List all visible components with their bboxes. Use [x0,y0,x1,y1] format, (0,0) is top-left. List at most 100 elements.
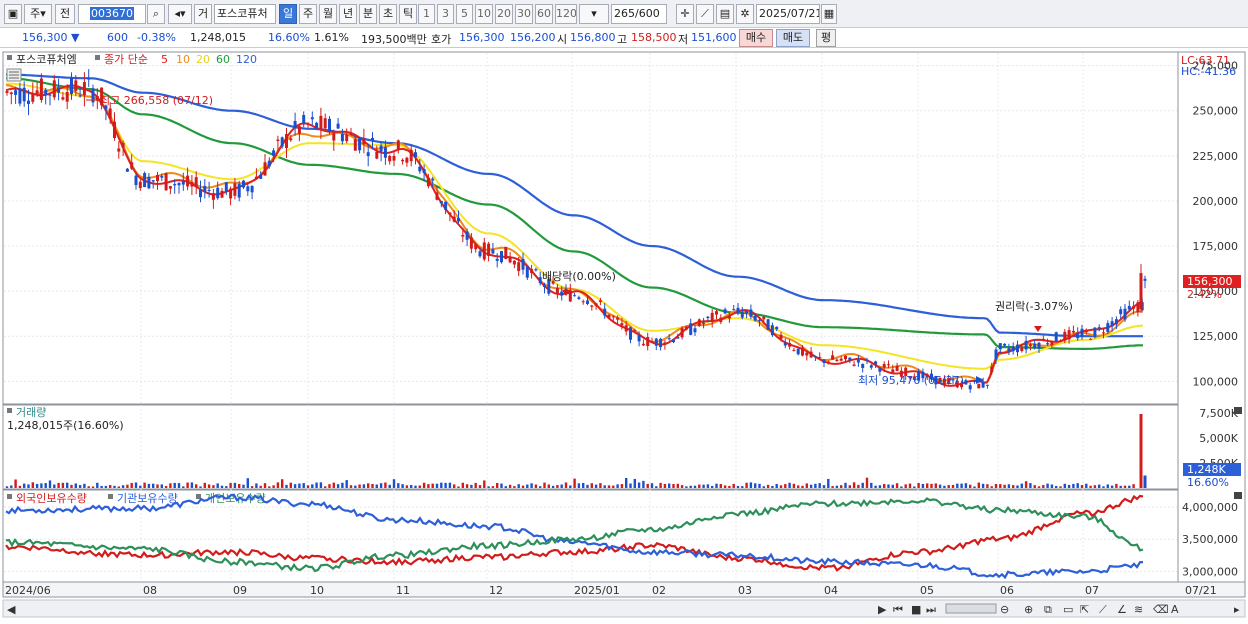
candle-body [1089,338,1093,340]
holding-panel-frame [2,489,1179,583]
window-menu-icon[interactable]: ▣ [4,4,22,24]
volume-bar [749,482,753,488]
volume-bar [599,483,602,488]
zoom-slider[interactable] [945,603,997,614]
fast-forward-icon[interactable]: ⏭ [926,603,936,616]
volume-bar [784,484,787,488]
candle-body [435,192,439,200]
scroll-right-icon[interactable]: ▶ [878,603,887,616]
buy-button[interactable]: 매수 [739,29,773,47]
count-dropdown[interactable]: ▾ [579,4,609,24]
volume-bar [474,482,477,488]
candle-body [31,93,35,102]
stock-chart[interactable]: 포스코퓨처엠 종가 단순 5 10 20 60 120 최고 266,558 (… [0,50,1248,621]
volume-bar [1055,485,1058,488]
candle-body [52,80,56,98]
bid-price: 156,200 [510,31,556,44]
count-60[interactable]: 60 [535,4,553,24]
volume-bar [147,483,151,488]
sell-button[interactable]: 매도 [776,29,810,47]
volume-bar [1063,483,1066,488]
display-count-field[interactable]: 265/600 [611,4,667,24]
chart-area[interactable]: 포스코퓨처엠 종가 단순 5 10 20 60 120 최고 266,558 (… [0,50,1248,621]
period-minute[interactable]: 분 [359,4,377,24]
volume-panel-frame [2,404,1179,490]
candle-body [899,370,903,377]
volume-bar [943,485,946,488]
panel-icon[interactable]: ▭ [1063,603,1073,616]
event-dividend-marker [562,290,570,296]
count-120[interactable]: 120 [555,4,577,24]
candle-body [512,260,516,265]
volume-bar [324,486,327,488]
count-1[interactable]: 1 [418,4,435,24]
count-30[interactable]: 30 [515,4,533,24]
current-price-badge-text: 156,300 [1187,275,1233,288]
draw-tool-icon[interactable]: ⟋ [696,4,714,24]
stock-code-input[interactable]: 003670 [78,4,146,24]
ruler-icon[interactable]: ∠ [1117,603,1127,616]
crosshair-icon[interactable]: ✛ [676,4,694,24]
trend-icon[interactable]: ⟋ [1099,603,1107,616]
calendar-icon[interactable]: ▦ [821,4,837,24]
count-5[interactable]: 5 [456,4,473,24]
volume-bar [315,482,318,488]
volume-bar [272,485,275,488]
volume-bar [328,484,331,488]
period-tick[interactable]: 틱 [399,4,417,24]
volume-bar [18,485,22,488]
erase-icon[interactable]: ⌫ [1153,603,1169,616]
trade-amount: 193,500백만 [361,33,427,46]
candle-body [9,92,13,95]
stop-icon[interactable]: ■ [911,603,921,616]
candle-body [723,309,727,314]
candle-body [912,376,916,380]
market-select[interactable]: 주▾ [24,4,52,24]
scroll-bar[interactable] [2,599,1246,618]
prev-button[interactable]: 전 [55,4,75,24]
period-week[interactable]: 주 [299,4,317,24]
volume-bar [70,484,73,488]
stock-name-field[interactable]: 포스코퓨처 [214,4,276,24]
volume-bar [792,483,796,488]
candle-body [353,139,357,151]
eval-button[interactable]: 평 [816,29,836,47]
volume-panel-close-icon[interactable] [1234,407,1242,414]
volume-bar [801,485,804,488]
search-icon[interactable]: ⌕ [147,4,165,24]
rewind-icon[interactable]: ⏮ [893,603,903,616]
period-second[interactable]: 초 [379,4,397,24]
date-field[interactable]: 2025/07/21 [756,4,820,24]
candle-body [805,352,809,356]
candle-body [779,334,783,339]
volume-bar [728,485,731,488]
scroll-left-icon[interactable]: ◀ [7,603,16,616]
candle-body [375,151,379,159]
scroll-end-icon[interactable]: ▸ [1234,603,1240,616]
period-year[interactable]: 년 [339,4,357,24]
volume-bar [126,484,129,488]
count-3[interactable]: 3 [437,4,454,24]
period-month[interactable]: 월 [319,4,337,24]
export-icon[interactable]: ⇱ [1080,603,1089,616]
candle-body [977,383,981,389]
count-10[interactable]: 10 [475,4,493,24]
save-icon[interactable]: ▤ [716,4,734,24]
text-tool-icon[interactable]: A [1171,603,1179,616]
price-change-pct: -0.38% [137,31,176,44]
speaker-icon[interactable]: ◂▾ [168,4,192,24]
gear-icon[interactable]: ✲ [736,4,754,24]
volume-bar [229,482,232,488]
zoom-in-icon[interactable]: ⊕ [1024,603,1033,616]
candle-body [39,78,43,101]
volume-bar [491,486,495,488]
candle-body [1097,327,1101,329]
fib-icon[interactable]: ≋ [1134,603,1143,616]
layout-icon[interactable]: ⧉ [1044,603,1052,616]
zoom-out-icon[interactable]: ⊖ [1000,603,1009,616]
volume-bar [637,482,641,488]
period-day[interactable]: 일 [279,4,297,24]
holding-panel-close-icon[interactable] [1234,492,1242,499]
volume-bar [392,479,396,488]
count-20[interactable]: 20 [495,4,513,24]
